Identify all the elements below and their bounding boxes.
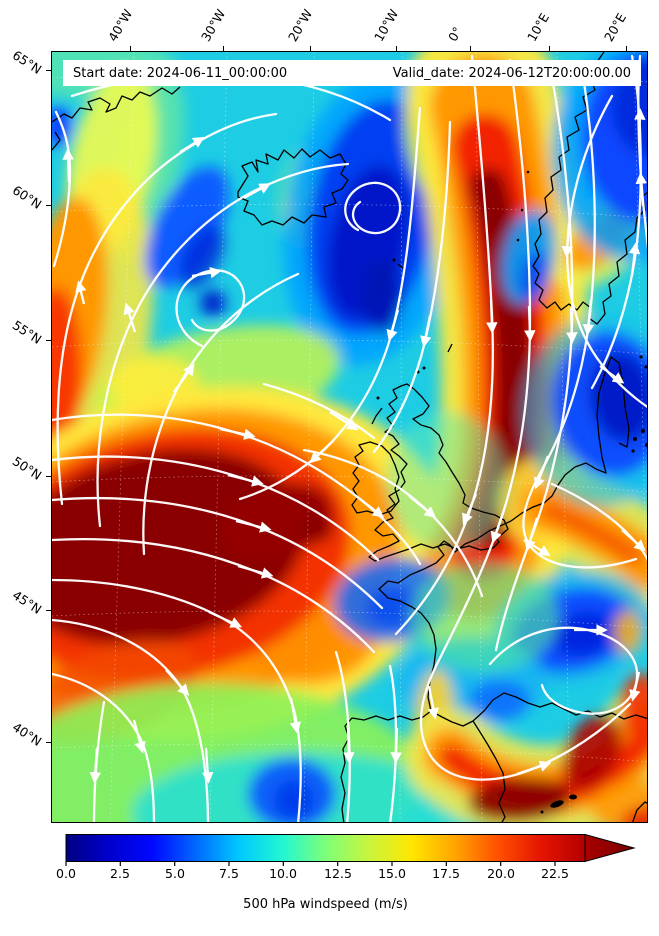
colorbar-ticks [65,861,556,866]
coast-ireland [351,441,400,516]
colorbar-tick-label: 20.0 [487,866,515,881]
colorbar-tick-label: 17.5 [432,866,460,881]
lon-label: 30°W [198,6,229,44]
coast-continent-north [510,356,630,522]
coastlines-layer [52,52,647,822]
colorbar-gradient-bar [65,834,586,862]
colorbar-extend-arrow [584,833,636,863]
axis-tick [46,340,51,342]
lat-label: 55°N [10,316,45,347]
colorbar-tick-label: 15.0 [378,866,406,881]
coast-norway [532,52,647,325]
axis-tick [46,476,51,478]
windspeed-field [52,52,647,822]
axis-tick [46,205,51,207]
colorbar-tick-label: 7.5 [219,866,239,881]
start-date-label: Start date: 2024-06-11_00:00:00 [73,65,288,81]
lon-label: 10°E [524,10,553,45]
weather-map-canvas [52,52,647,822]
lat-label: 40°N [10,718,45,749]
colorbar-tick-label: 2.5 [110,866,130,881]
lat-label: 60°N [10,181,45,212]
axis-tick [130,46,132,51]
colorbar-tick-label: 12.5 [324,866,352,881]
axis-tick [46,70,51,72]
coast-great-britain [368,383,509,562]
colorbar-title: 500 hPa windspeed (m/s) [243,897,408,912]
axis-tick [46,742,51,744]
coast-spain-east [430,710,506,822]
lat-label: 65°N [10,46,45,77]
axis-tick [626,46,628,51]
coast-greenland [52,86,181,123]
map-panel: Start date: 2024-06-11_00:00:00 Valid_da… [51,51,648,823]
coast-france-iberia [340,520,512,822]
lon-label: 20°E [601,10,630,45]
colorbar-tick-label: 0.0 [56,866,76,881]
lon-label: 10°W [371,6,402,44]
axis-tick [470,46,472,51]
axis-tick [223,46,225,51]
colorbar-tick-label: 22.5 [541,866,569,881]
lon-label: 20°W [285,6,316,44]
colorbar-tick-label: 5.0 [165,866,185,881]
streamline-arrows [62,72,647,784]
colorbar [65,833,636,866]
colorbar-tick-label: 10.0 [269,866,297,881]
axis-tick [310,46,312,51]
lon-label: 0° [445,24,466,44]
lon-label: 40°W [105,6,136,44]
axis-tick [46,610,51,612]
coast-iceland [237,148,349,226]
lat-label: 50°N [10,452,45,483]
axis-tick [549,46,551,51]
lat-label: 45°N [10,586,45,617]
axis-tick [396,46,398,51]
date-header-box: Start date: 2024-06-11_00:00:00 Valid_da… [63,60,641,86]
valid-date-label: Valid_date: 2024-06-12T20:00:00.00 [392,65,631,81]
